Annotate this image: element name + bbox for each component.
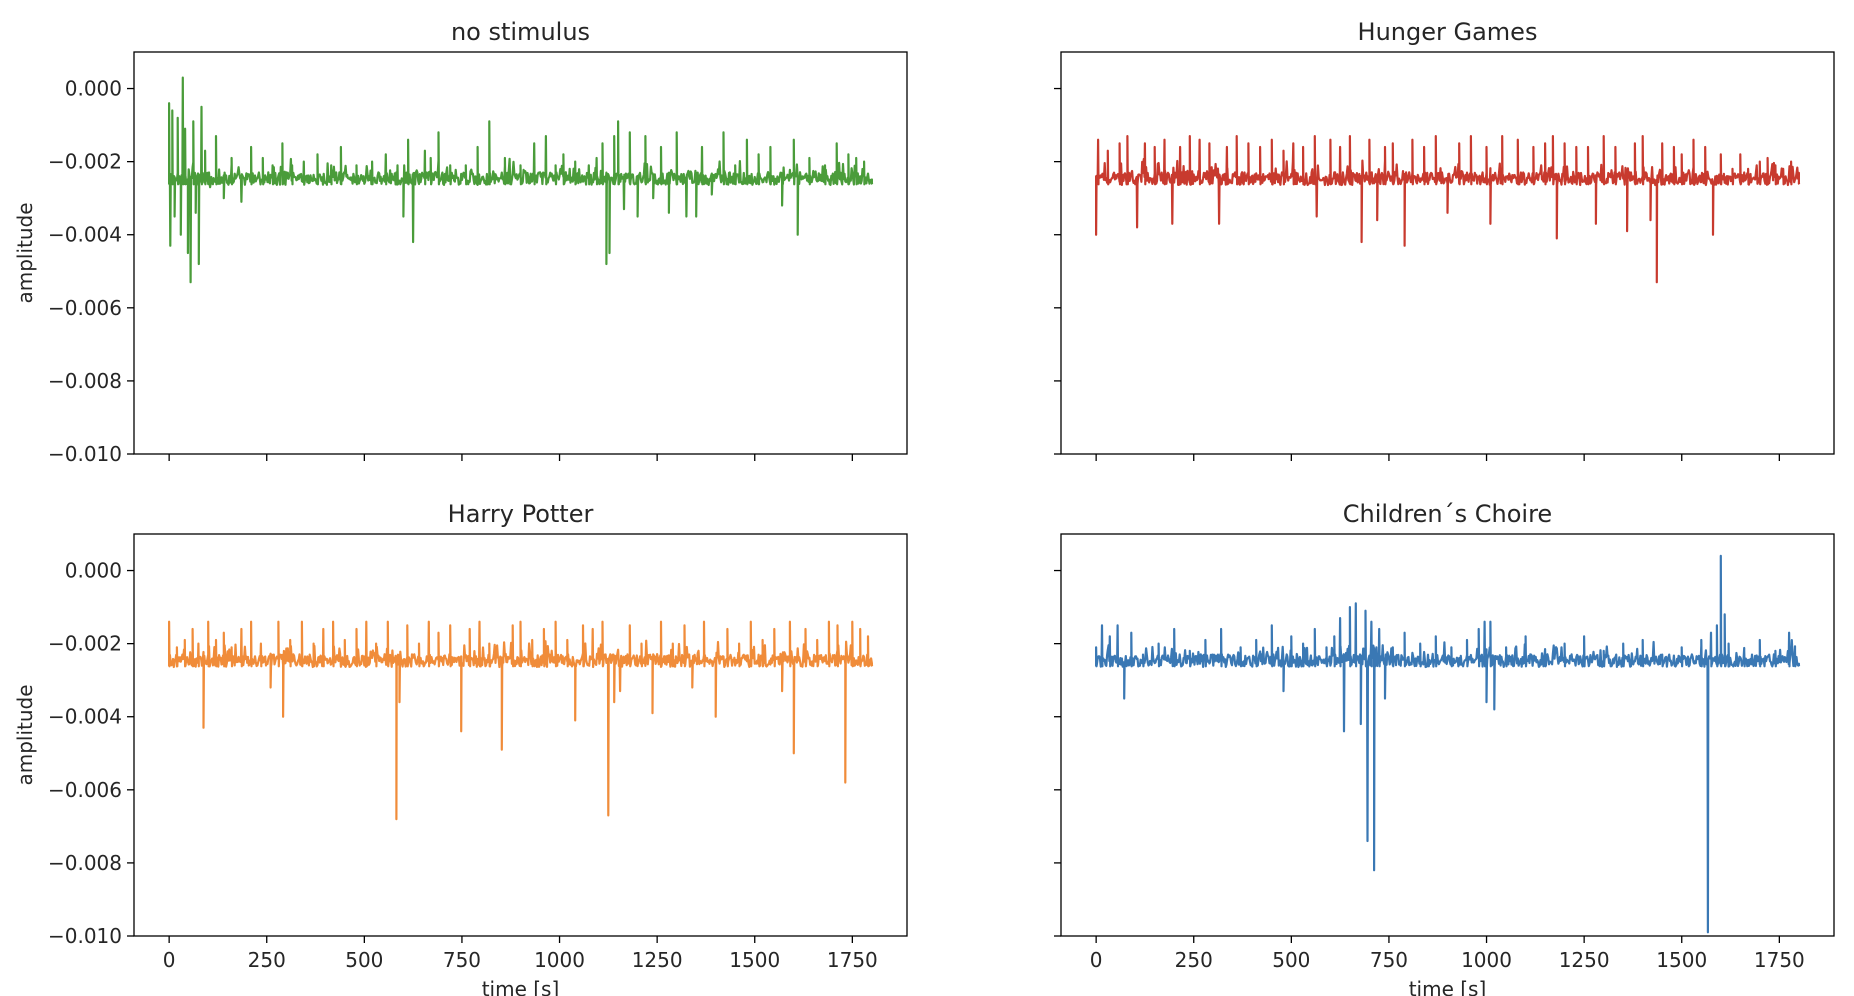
x-axis-label: time [s]	[482, 977, 560, 996]
subplot-4: 0 250 500 750 1000 1250 1500 1750 Children´s Cho…	[1054, 500, 1835, 996]
x-tick-label: 1000	[534, 948, 585, 972]
x-tick-label: 1750	[1754, 948, 1805, 972]
x-tick-label: 500	[1272, 948, 1310, 972]
subplot-2: Hunger Games	[1054, 18, 1835, 461]
plot-frame	[1060, 51, 1835, 455]
x-tick-label: 750	[1370, 948, 1408, 972]
subplot-title: Harry Potter	[448, 500, 594, 528]
plot-frame	[133, 533, 908, 937]
series-line	[168, 76, 874, 284]
y-tick-label: 0.000	[65, 77, 122, 101]
y-tick-label: −0.008	[48, 851, 122, 875]
y-tick-label: −0.010	[48, 442, 122, 466]
subplot-title: Children´s Choire	[1343, 500, 1552, 528]
x-tick-label: 250	[1175, 948, 1213, 972]
x-tick-label: 1250	[632, 948, 683, 972]
x-tick-label: 250	[248, 948, 286, 972]
subplot-3: 0 250 500 750 1000 1250 1500 1750 0.000 −0.002 −0.…	[13, 500, 908, 996]
y-tick-label: −0.004	[48, 705, 122, 729]
subplot-title: no stimulus	[451, 18, 590, 46]
series-line	[1095, 554, 1801, 934]
x-tick-label: 1500	[729, 948, 780, 972]
x-tick-label: 1000	[1461, 948, 1512, 972]
series-line	[1095, 135, 1801, 284]
y-tick-label: −0.004	[48, 223, 122, 247]
y-tick-label: −0.006	[48, 296, 122, 320]
y-tick-label: −0.002	[48, 150, 122, 174]
x-tick-label: 1500	[1656, 948, 1707, 972]
x-tick-label: 750	[443, 948, 481, 972]
y-axis-label: amplitude	[13, 202, 37, 303]
subplot-title: Hunger Games	[1358, 18, 1538, 46]
y-tick-label: −0.010	[48, 924, 122, 948]
y-tick-label: −0.002	[48, 632, 122, 656]
x-axis-label: time [s]	[1409, 977, 1487, 996]
y-tick-label: −0.006	[48, 778, 122, 802]
y-tick-label: 0.000	[65, 559, 122, 583]
subplot-1: 0.000 −0.002 −0.004 −0.006 −0.008 −0.010 no st…	[13, 18, 908, 466]
x-tick-label: 1750	[827, 948, 878, 972]
series-line	[168, 620, 874, 821]
x-tick-label: 0	[1090, 948, 1103, 972]
y-axis-label: amplitude	[13, 684, 37, 785]
y-tick-label: −0.008	[48, 369, 122, 393]
plot-frame	[1060, 533, 1835, 937]
x-tick-label: 0	[163, 948, 176, 972]
x-tick-label: 1250	[1559, 948, 1610, 972]
plot-frame	[133, 51, 908, 455]
x-tick-label: 500	[345, 948, 383, 972]
